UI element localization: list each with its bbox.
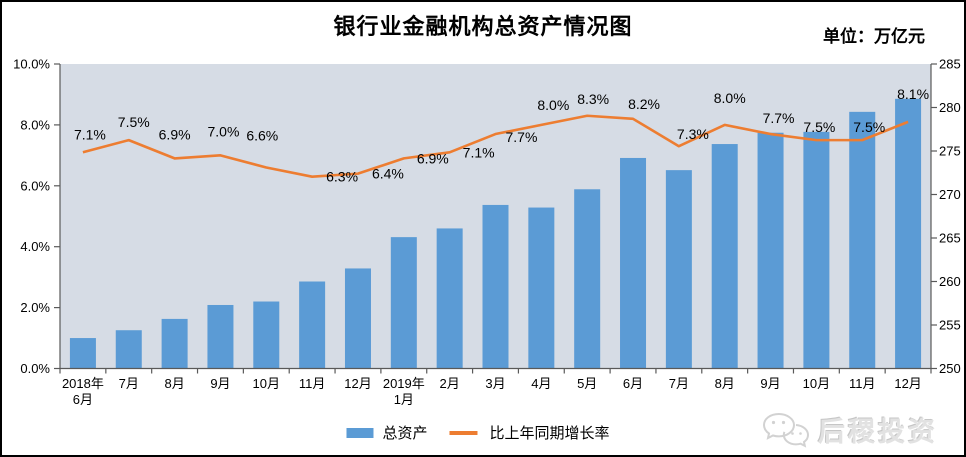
data-label-growth-rate: 8.0% (537, 97, 569, 113)
x-axis-category-label: 6月 (73, 392, 93, 407)
growth-rate-line (82, 114, 909, 178)
bar-total-assets (115, 330, 142, 369)
right-axis-tick-label: 255 (939, 318, 961, 333)
x-axis-category-label: 11月 (299, 376, 326, 391)
data-label-growth-rate: 7.5% (118, 114, 150, 130)
chart-title: 银行业金融机构总资产情况图 (333, 14, 633, 39)
bar-total-assets (803, 131, 830, 369)
right-axis-tick-label: 265 (939, 231, 961, 246)
legend: 总资产 比上年同期增长率 (346, 422, 619, 443)
right-axis-tick-label: 270 (939, 187, 961, 202)
left-axis-tick-label: 0.0% (20, 361, 50, 376)
left-axis-tick-label: 2.0% (20, 300, 50, 315)
x-axis-category-label: 8月 (715, 376, 735, 391)
legend-line-label: 比上年同期增长率 (489, 425, 610, 442)
right-axis-tick-label: 285 (939, 57, 961, 72)
bar-total-assets (344, 268, 371, 369)
x-axis-category-label: 3月 (485, 376, 505, 391)
data-label-growth-rate: 7.7% (763, 110, 795, 126)
bar-total-assets (711, 144, 738, 369)
x-axis-category-label: 9月 (760, 376, 780, 391)
bar-total-assets (299, 281, 326, 369)
data-label-growth-rate: 6.9% (159, 126, 191, 142)
data-label-growth-rate: 7.3% (677, 126, 709, 142)
x-axis-category-label: 7月 (119, 376, 139, 391)
x-axis-category-label: 2018年 (62, 376, 104, 391)
x-axis-category-label: 7月 (669, 376, 689, 391)
data-label-growth-rate: 7.1% (74, 126, 106, 142)
left-axis-tick-label: 4.0% (20, 239, 50, 254)
x-axis-category-label: 4月 (531, 376, 551, 391)
data-label-growth-rate: 8.0% (714, 90, 746, 106)
x-axis-category-label: 8月 (164, 376, 184, 391)
bar-total-assets (69, 338, 96, 369)
left-axis-tick-label: 8.0% (20, 117, 50, 132)
bar-total-assets (665, 170, 692, 369)
watermark: 后稷投资 (762, 410, 938, 449)
data-label-growth-rate: 7.7% (506, 129, 538, 145)
bar-total-assets (574, 189, 601, 369)
bar-total-assets (161, 318, 188, 369)
legend-bar-swatch (346, 427, 374, 438)
bar-total-assets (253, 301, 280, 369)
bar-total-assets (757, 132, 784, 369)
bar-total-assets (390, 237, 417, 369)
data-label-growth-rate: 7.5% (803, 119, 835, 135)
bar-total-assets (482, 204, 509, 369)
data-label-growth-rate: 8.1% (897, 86, 929, 102)
watermark-text: 后稷投资 (818, 417, 938, 447)
data-label-growth-rate: 6.3% (326, 169, 358, 185)
legend-line-swatch (449, 430, 478, 435)
x-axis-category-label: 1月 (394, 392, 414, 407)
x-axis-category-label: 10月 (253, 376, 280, 391)
left-axis-tick-label: 10.0% (13, 57, 50, 72)
right-axis-tick-label: 280 (939, 100, 961, 115)
data-label-growth-rate: 7.1% (463, 144, 495, 160)
data-label-growth-rate: 8.3% (577, 91, 609, 107)
data-label-growth-rate: 6.9% (417, 150, 449, 166)
bar-total-assets (207, 304, 234, 369)
x-axis-category-label: 12月 (894, 376, 921, 391)
x-axis-category-label: 10月 (803, 376, 830, 391)
x-axis-category-label: 12月 (344, 376, 371, 391)
data-label-growth-rate: 8.2% (628, 96, 660, 112)
right-axis-tick-label: 260 (939, 274, 961, 289)
x-axis-category-label: 5月 (577, 376, 597, 391)
data-label-growth-rate: 7.0% (207, 123, 239, 139)
data-label-growth-rate: 6.6% (246, 128, 278, 144)
unit-label: 单位：万亿元 (823, 27, 925, 46)
x-axis-category-label: 11月 (849, 376, 876, 391)
bar-total-assets (436, 228, 463, 369)
x-axis-category-label: 2月 (440, 376, 460, 391)
x-axis-category-label: 9月 (210, 376, 230, 391)
right-axis-tick-label: 275 (939, 144, 961, 159)
legend-bar-label: 总资产 (382, 425, 428, 442)
data-label-growth-rate: 7.5% (853, 119, 885, 135)
wechat-bubbles-icon (762, 412, 810, 448)
bar-total-assets (895, 98, 922, 369)
data-label-growth-rate: 6.4% (372, 166, 404, 182)
x-axis-category-label: 2019年 (383, 376, 425, 391)
bar-total-assets (620, 157, 647, 369)
right-axis-tick-label: 250 (939, 361, 961, 376)
bar-total-assets (849, 111, 876, 369)
x-axis-category-label: 6月 (623, 376, 643, 391)
bar-total-assets (528, 207, 555, 369)
left-axis-tick-label: 6.0% (20, 178, 50, 193)
